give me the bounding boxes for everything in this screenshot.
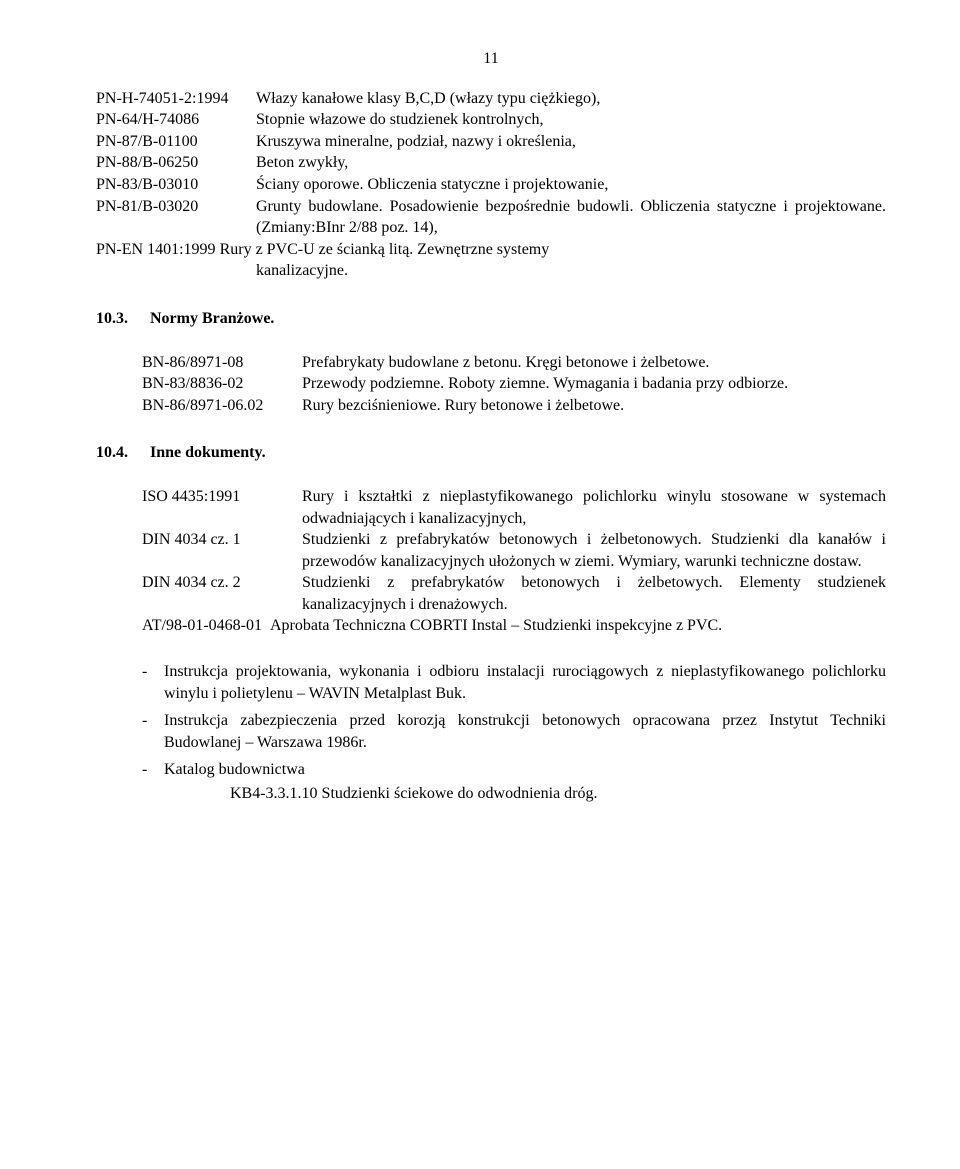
doc-row-at: AT/98-01-0468-01 Aprobata Techniczna COB… [142, 615, 886, 637]
dash-item: - Katalog budownictwa [142, 759, 886, 781]
standard-row-pnen: PN-EN 1401:1999 Rury z PVC-U ze ścianką … [96, 239, 886, 261]
dash-text: Instrukcja zabezpieczenia przed korozją … [164, 710, 886, 753]
section-number: 10.4. [96, 442, 150, 464]
bn-block: BN-86/8971-08 Prefabrykaty budowlane z b… [142, 352, 886, 417]
standard-code: PN-83/B-03010 [96, 174, 256, 196]
standard-desc: Kruszywa mineralne, podział, nazwy i okr… [256, 131, 886, 153]
bn-code: BN-86/8971-08 [142, 352, 302, 374]
section-10-4-heading: 10.4. Inne dokumenty. [96, 442, 886, 464]
dash-bullet: - [142, 759, 164, 781]
doc-row: DIN 4034 cz. 2 Studzienki z prefabrykató… [142, 572, 886, 615]
dash-item: - Instrukcja projektowania, wykonania i … [142, 661, 886, 704]
bn-desc: Przewody podziemne. Roboty ziemne. Wymag… [302, 373, 886, 395]
bn-row: BN-86/8971-08 Prefabrykaty budowlane z b… [142, 352, 886, 374]
dash-bullet: - [142, 710, 164, 753]
doc-code: DIN 4034 cz. 1 [142, 529, 302, 572]
standard-code: PN-81/B-03020 [96, 196, 256, 239]
bn-row: BN-86/8971-06.02 Rury bezciśnieniowe. Ru… [142, 395, 886, 417]
standard-row: PN-83/B-03010 Ściany oporowe. Obliczenia… [96, 174, 886, 196]
standard-code: PN-87/B-01100 [96, 131, 256, 153]
doc-row: DIN 4034 cz. 1 Studzienki z prefabrykató… [142, 529, 886, 572]
standard-code: PN-64/H-74086 [96, 109, 256, 131]
section-title: Normy Branżowe. [150, 308, 274, 330]
doc-desc: Aprobata Techniczna COBRTI Instal – Stud… [270, 617, 722, 634]
standard-desc: Włazy kanałowe klasy B,C,D (włazy typu c… [256, 88, 886, 110]
doc-code: DIN 4034 cz. 2 [142, 572, 302, 615]
dash-text: Instrukcja projektowania, wykonania i od… [164, 661, 886, 704]
bn-desc: Rury bezciśnieniowe. Rury betonowe i żel… [302, 395, 886, 417]
kb4-line: KB4-3.3.1.10 Studzienki ściekowe do odwo… [230, 783, 886, 805]
standard-row: PN-88/B-06250 Beton zwykły, [96, 152, 886, 174]
standards-block-1: PN-H-74051-2:1994 Włazy kanałowe klasy B… [96, 88, 886, 282]
standard-code: PN-88/B-06250 [96, 152, 256, 174]
dash-bullet: - [142, 661, 164, 704]
section-title: Inne dokumenty. [150, 442, 266, 464]
docs-block: ISO 4435:1991 Rury i kształtki z nieplas… [142, 486, 886, 805]
standard-row: PN-64/H-74086 Stopnie włazowe do studzie… [96, 109, 886, 131]
bn-row: BN-83/8836-02 Przewody podziemne. Roboty… [142, 373, 886, 395]
doc-row: ISO 4435:1991 Rury i kształtki z nieplas… [142, 486, 886, 529]
bn-code: BN-83/8836-02 [142, 373, 302, 395]
doc-desc: Studzienki z prefabrykatów betonowych i … [302, 529, 886, 572]
doc-desc: Studzienki z prefabrykatów betonowych i … [302, 572, 886, 615]
standard-desc: Grunty budowlane. Posadowienie bezpośred… [256, 196, 886, 239]
doc-code: ISO 4435:1991 [142, 486, 302, 529]
standard-desc-cont: kanalizacyjne. [256, 260, 886, 282]
standard-desc: Stopnie włazowe do studzienek kontrolnyc… [256, 109, 886, 131]
standard-row: PN-H-74051-2:1994 Włazy kanałowe klasy B… [96, 88, 886, 110]
doc-desc: Rury i kształtki z nieplastyfikowanego p… [302, 486, 886, 529]
standard-desc: Ściany oporowe. Obliczenia statyczne i p… [256, 174, 886, 196]
dash-text: Katalog budownictwa [164, 759, 886, 781]
standard-row: PN-81/B-03020 Grunty budowlane. Posadowi… [96, 196, 886, 239]
section-number: 10.3. [96, 308, 150, 330]
doc-code: AT/98-01-0468-01 [142, 617, 262, 634]
standard-row: PN-87/B-01100 Kruszywa mineralne, podzia… [96, 131, 886, 153]
section-10-3-heading: 10.3. Normy Branżowe. [96, 308, 886, 330]
dash-item: - Instrukcja zabezpieczenia przed korozj… [142, 710, 886, 753]
bn-code: BN-86/8971-06.02 [142, 395, 302, 417]
standard-code: PN-EN 1401:1999 [96, 241, 216, 258]
bn-desc: Prefabrykaty budowlane z betonu. Kręgi b… [302, 352, 886, 374]
standard-desc: Rury z PVC-U ze ścianką litą. Zewnętrzne… [220, 241, 550, 258]
standard-desc: Beton zwykły, [256, 152, 886, 174]
standard-code: PN-H-74051-2:1994 [96, 88, 256, 110]
page-number: 11 [96, 48, 886, 70]
